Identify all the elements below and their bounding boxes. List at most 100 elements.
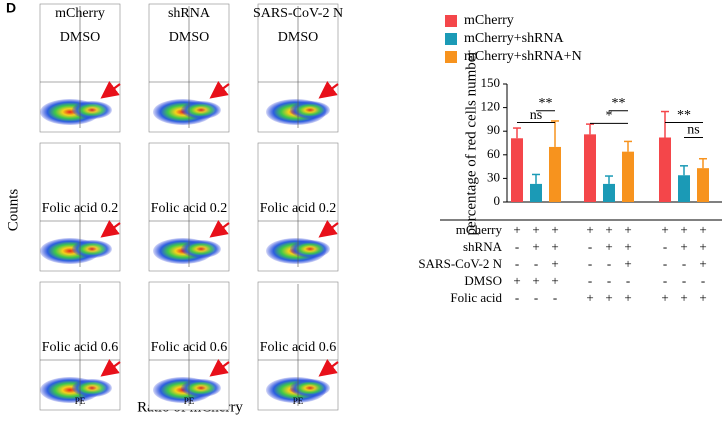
column-label: shRNA (168, 6, 211, 21)
legend-label: mCherry+shRNA+N (464, 49, 582, 64)
y-tick-label: 120 (481, 99, 501, 114)
row-label: Folic acid 0.6 (42, 340, 119, 355)
condition-sign: + (624, 256, 631, 271)
condition-sign: - (534, 290, 538, 305)
row-label: Folic acid 0.6 (260, 340, 337, 355)
y-tick-label: 30 (487, 169, 500, 184)
legend-swatch (445, 51, 457, 63)
sig-label: ** (612, 96, 626, 111)
arrow (209, 81, 230, 99)
condition-sign: + (586, 222, 593, 237)
condition-sign: + (551, 256, 558, 271)
condition-sign: + (661, 290, 668, 305)
bar (530, 183, 542, 202)
condition-sign: - (701, 273, 705, 288)
legend-label: mCherry+shRNA (464, 31, 565, 46)
bar (678, 175, 690, 202)
condition-sign: - (515, 239, 519, 254)
row-label: DMSO (278, 30, 318, 45)
condition-sign: + (551, 222, 558, 237)
condition-sign: + (605, 222, 612, 237)
y-tick-label: 90 (487, 122, 500, 137)
condition-sign: + (699, 256, 706, 271)
sig-label: ns (530, 108, 542, 123)
legend-swatch (445, 15, 457, 27)
column-label: SARS-CoV-2 N (253, 6, 343, 21)
bar (511, 138, 523, 202)
axis-label: PE (293, 396, 304, 406)
condition-sign: - (682, 256, 686, 271)
arrow (318, 220, 339, 238)
column-label: mCherry (55, 6, 105, 21)
row-label: DMSO (60, 30, 100, 45)
condition-sign: - (626, 273, 630, 288)
cell-cloud (290, 240, 330, 258)
bar (603, 183, 615, 202)
row-label: Folic acid 0.2 (151, 201, 228, 216)
condition-sign: + (680, 239, 687, 254)
arrow (100, 81, 121, 99)
condition-sign: + (513, 222, 520, 237)
row-label: Folic acid 0.2 (42, 201, 119, 216)
condition-sign: + (513, 273, 520, 288)
sig-label: ** (539, 96, 553, 111)
condition-sign: - (515, 256, 519, 271)
sig-label: ** (677, 108, 691, 123)
condition-label: DMSO (464, 273, 502, 288)
sig-label: * (606, 109, 613, 124)
condition-sign: + (624, 239, 631, 254)
condition-sign: + (532, 222, 539, 237)
condition-sign: + (699, 290, 706, 305)
legend-label: mCherry (464, 13, 514, 28)
condition-sign: + (680, 290, 687, 305)
cell-cloud (181, 240, 221, 258)
y-tick-label: 60 (487, 146, 500, 161)
condition-sign: - (663, 239, 667, 254)
arrow (100, 220, 121, 238)
condition-sign: + (624, 290, 631, 305)
condition-sign: - (607, 273, 611, 288)
cell-cloud (72, 101, 112, 119)
sig-label: ns (687, 123, 699, 138)
condition-label: SARS-CoV-2 N (418, 256, 502, 271)
condition-sign: - (588, 239, 592, 254)
condition-sign: - (607, 256, 611, 271)
condition-sign: + (586, 290, 593, 305)
axis-label: PE (184, 396, 195, 406)
panel-letter: D (6, 0, 16, 16)
bar (549, 146, 561, 202)
condition-sign: - (663, 273, 667, 288)
condition-sign: - (682, 273, 686, 288)
condition-sign: + (680, 222, 687, 237)
flow-y-label: Counts (5, 189, 21, 232)
arrow (318, 359, 339, 377)
axis-label: PE (75, 396, 86, 406)
y-tick-label: 150 (481, 75, 501, 90)
condition-sign: + (532, 239, 539, 254)
cell-cloud (72, 379, 112, 397)
condition-label: shRNA (463, 239, 503, 254)
y-tick-label: 0 (494, 193, 501, 208)
arrow (209, 359, 230, 377)
condition-sign: + (699, 239, 706, 254)
bar (622, 151, 634, 202)
condition-sign: - (588, 273, 592, 288)
condition-sign: + (605, 239, 612, 254)
condition-sign: + (551, 273, 558, 288)
legend-swatch (445, 33, 457, 45)
condition-label: mCherry (456, 222, 503, 237)
row-label: Folic acid 0.2 (260, 201, 337, 216)
cell-cloud (290, 379, 330, 397)
condition-sign: + (699, 222, 706, 237)
cell-cloud (181, 101, 221, 119)
row-label: DMSO (169, 30, 209, 45)
y-axis-label: percentage of red cells number (463, 51, 479, 236)
condition-sign: + (532, 273, 539, 288)
condition-sign: + (605, 290, 612, 305)
cell-cloud (72, 240, 112, 258)
bar (697, 168, 709, 202)
row-label: Folic acid 0.6 (151, 340, 228, 355)
arrow (100, 359, 121, 377)
bar (659, 137, 671, 202)
